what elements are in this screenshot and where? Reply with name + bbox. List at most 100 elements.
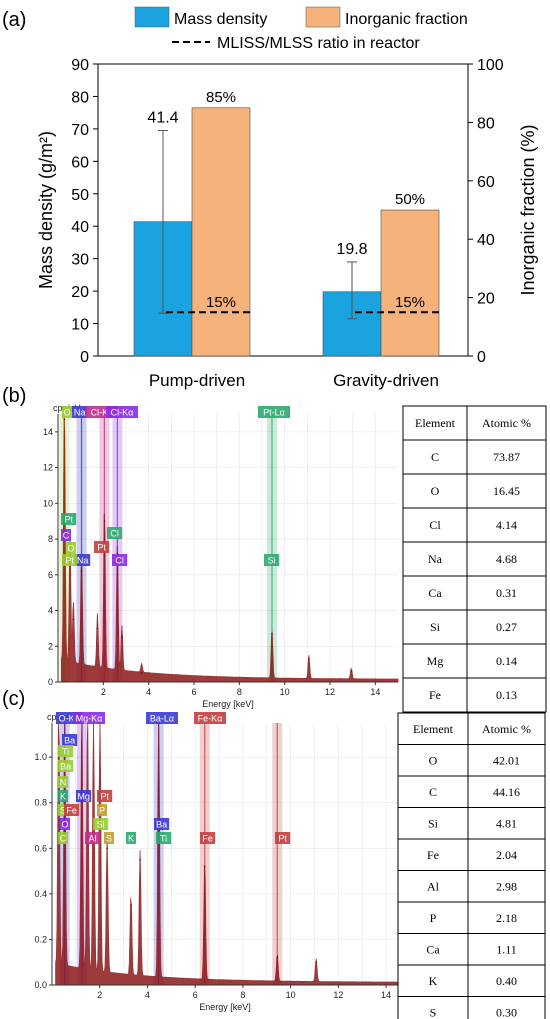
bar-inorganic-fraction [380,209,440,357]
peak-label-chip [112,554,128,566]
ratio-value-label: 15% [206,294,236,311]
y-tick-label-a: 60 [71,154,89,171]
bar-inorganic-fraction [191,107,251,357]
y-tick-label: 0.8 [34,798,47,808]
y-tick-label-a: 80 [71,89,89,106]
peak-label-chip [72,406,88,418]
spectrum-trace [55,722,399,986]
x-tick-label: 2 [101,687,106,697]
peak-label: Fe [66,806,77,816]
peak-label-chip [64,804,80,816]
peak-label: Pt [65,556,74,566]
spectrum-peak [276,956,279,959]
spectrum-peak [106,847,108,850]
table-header: Atomic % [482,722,531,736]
table-cell: 0.31 [496,586,517,600]
peak-label-chip [126,832,136,844]
x-axis-title: Energy [keV] [199,1002,251,1012]
peak-label: Mg [77,792,90,802]
x-tick-label: 4 [146,687,151,697]
table-cell: O [429,753,438,767]
peak-label: Na [77,556,89,566]
peak-label: C [63,531,70,541]
peak-label: Ti [62,747,69,757]
y2-tick-label-a: 100 [477,57,504,74]
table-cell: Fe [427,848,439,862]
y-tick-label: 4 [48,606,53,616]
table-cell: 4.14 [496,518,517,532]
peak-label-chip [61,513,77,525]
peak-label-chip [62,554,78,566]
table-cell: 4.81 [496,816,517,830]
table-header: Atomic % [482,416,531,430]
peak-label-chip [62,734,78,746]
inorganic-value-label: 85% [206,89,236,106]
spectrum-peak [121,636,123,639]
y-tick-label: 0 [48,677,53,687]
peak-label-chip [264,554,280,566]
ratio-value-label: 15% [395,294,425,311]
spectrum-peak [72,618,75,621]
x-tick-label: 6 [193,990,198,1000]
peak-label: K [128,834,134,844]
peak-label-chip [73,712,105,724]
spectrum-trace [61,413,399,683]
peak-label: Pt-Lα [263,408,285,418]
peak-label-chip [62,406,72,418]
y2-tick-label-a: 0 [477,349,486,366]
x-tick-label: 10 [280,687,290,697]
peak-label-chip [258,406,290,418]
peak-label: Pt [100,792,109,802]
y-tick-label-a: 10 [71,317,89,334]
y-tick-label: 10 [43,498,53,508]
x-tick-label: 8 [240,990,245,1000]
peak-label-chip [61,529,71,541]
y-tick-label: 0.2 [34,934,47,944]
spectrum-peak [96,627,99,630]
y-tick-label-a: 50 [71,187,89,204]
plot-area [58,414,398,682]
spectrum-peak [139,858,141,861]
peak-label: Ba-Lα [150,714,174,724]
table-cell: Mg [427,654,444,668]
panel-a-label: (a) [2,9,26,31]
bar-chart-a: 0 10 20 30 40 50 60 70 80 90 0 20 40 60 80 100 Mass dens… [36,57,538,390]
peak-label: Pt [278,834,287,844]
element-table-c: Element Atomic % O 42.01 C 44.16 Si 4.81 Fe 2.04 A… [397,712,546,1019]
table-cell: Ca [428,586,442,600]
plot-frame-a [97,63,469,357]
peak-label-chip [58,804,68,816]
x-axis-title: Energy [keV] [202,699,254,709]
y-tick-label: 8 [48,534,53,544]
peak-label: Ba [156,820,167,830]
peak-label-chip [85,832,101,844]
panel-c-label: (c) [2,688,25,710]
spectrum-peak [271,632,273,635]
table-cell: C [431,450,439,464]
table-cell: Si [428,816,439,830]
spectrum-peak [103,520,106,522]
peak-label: Ti [160,834,167,844]
table-cell: 42.01 [493,753,520,767]
peak-label: Cl-Kα [111,408,134,418]
y-tick-label: 0.0 [34,980,47,990]
table-cell: 2.04 [496,848,517,862]
category-label: Pump-driven [149,371,245,390]
table-header: Element [413,722,454,736]
table-cell: 2.18 [496,911,517,925]
y-tick-label: 0.4 [34,889,47,899]
peak-label: Cl-Kα [91,408,114,418]
peak-label: O [61,820,68,830]
table-cell: Al [427,879,440,893]
y-tick-label-a: 40 [71,219,89,236]
peak-label: S [60,806,66,816]
y2-tick-label-a: 80 [477,115,495,132]
panel-b-label: (b) [2,385,26,407]
peak-label-chip [106,406,138,418]
table-cell: 4.68 [496,552,517,566]
mass-value-label: 19.8 [336,241,367,258]
y-tick-label: 1.0 [34,752,47,762]
table-cell: Cl [429,518,441,532]
spectrum-peak [315,961,317,964]
x-tick-label: 4 [145,990,150,1000]
